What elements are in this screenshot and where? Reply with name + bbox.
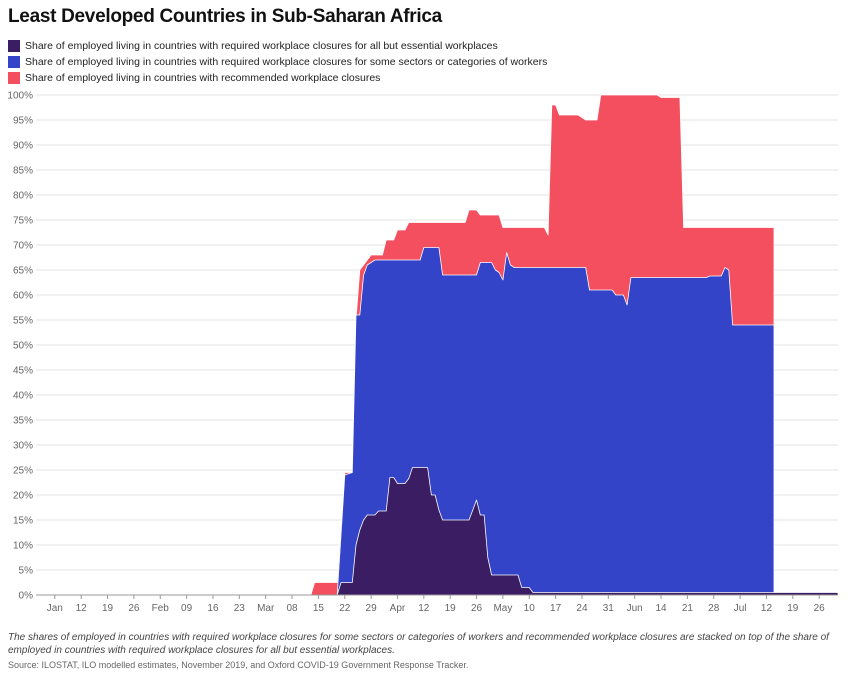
y-tick-label: 40% bbox=[13, 391, 33, 402]
x-tick-label: 09 bbox=[181, 603, 193, 614]
y-tick-label: 50% bbox=[13, 341, 33, 352]
y-tick-label: 55% bbox=[13, 316, 33, 327]
legend-item-all-but-essential: Share of employed living in countries wi… bbox=[8, 38, 547, 54]
x-tick-label: Mar bbox=[257, 603, 275, 614]
y-tick-label: 25% bbox=[13, 466, 33, 477]
y-tick-label: 35% bbox=[13, 416, 33, 427]
x-tick-label: 31 bbox=[603, 603, 615, 614]
y-tick-label: 90% bbox=[13, 141, 33, 152]
y-tick-label: 45% bbox=[13, 366, 33, 377]
x-tick-label: 29 bbox=[366, 603, 378, 614]
x-tick-label: 19 bbox=[445, 603, 457, 614]
x-tick-label: 26 bbox=[471, 603, 483, 614]
x-tick-label: Feb bbox=[152, 603, 170, 614]
x-tick-label: 14 bbox=[655, 603, 667, 614]
x-tick-label: May bbox=[493, 603, 512, 614]
y-tick-label: 5% bbox=[19, 566, 34, 577]
x-tick-label: Apr bbox=[390, 603, 406, 614]
y-tick-label: 15% bbox=[13, 516, 33, 527]
legend-swatch-recommended bbox=[8, 72, 20, 84]
y-tick-label: 65% bbox=[13, 266, 33, 277]
y-tick-label: 20% bbox=[13, 491, 33, 502]
y-tick-label: 80% bbox=[13, 191, 33, 202]
x-tick-label: 23 bbox=[234, 603, 246, 614]
y-tick-label: 95% bbox=[13, 116, 33, 127]
legend-swatch-some-sectors bbox=[8, 56, 20, 68]
chart-legend: Share of employed living in countries wi… bbox=[8, 38, 547, 86]
x-tick-label: 12 bbox=[76, 603, 88, 614]
y-tick-label: 0% bbox=[19, 591, 34, 602]
legend-label-all-but-essential: Share of employed living in countries wi… bbox=[25, 40, 498, 52]
x-tick-label: Jul bbox=[734, 603, 747, 614]
x-tick-label: 19 bbox=[102, 603, 114, 614]
x-tick-label: 08 bbox=[286, 603, 298, 614]
legend-item-some-sectors: Share of employed living in countries wi… bbox=[8, 54, 547, 70]
chart-source: Source: ILOSTAT, ILO modelled estimates,… bbox=[8, 660, 469, 670]
x-tick-label: 17 bbox=[550, 603, 562, 614]
x-tick-label: 22 bbox=[339, 603, 351, 614]
x-tick-label: 12 bbox=[418, 603, 430, 614]
x-tick-label: Jan bbox=[47, 603, 63, 614]
y-tick-label: 60% bbox=[13, 291, 33, 302]
legend-label-some-sectors: Share of employed living in countries wi… bbox=[25, 56, 548, 68]
legend-label-recommended: Share of employed living in countries wi… bbox=[25, 72, 381, 84]
area-series-some-sectors bbox=[35, 247, 775, 596]
x-tick-label: 24 bbox=[576, 603, 588, 614]
chart-note: The shares of employed in countries with… bbox=[8, 632, 829, 656]
y-tick-label: 10% bbox=[13, 541, 33, 552]
x-tick-label: 10 bbox=[524, 603, 536, 614]
y-tick-label: 30% bbox=[13, 441, 33, 452]
x-tick-label: 16 bbox=[207, 603, 219, 614]
y-tick-label: 75% bbox=[13, 216, 33, 227]
legend-item-recommended: Share of employed living in countries wi… bbox=[8, 70, 547, 86]
y-tick-label: 100% bbox=[7, 91, 33, 102]
y-tick-label: 70% bbox=[13, 241, 33, 252]
x-tick-label: 26 bbox=[814, 603, 826, 614]
x-tick-label: 19 bbox=[787, 603, 799, 614]
chart-title: Least Developed Countries in Sub-Saharan… bbox=[8, 6, 442, 27]
x-tick-label: 15 bbox=[313, 603, 325, 614]
x-tick-label: 26 bbox=[128, 603, 140, 614]
x-tick-label: Jun bbox=[627, 603, 643, 614]
x-tick-label: 21 bbox=[682, 603, 694, 614]
y-tick-label: 85% bbox=[13, 166, 33, 177]
x-tick-label: 28 bbox=[708, 603, 720, 614]
legend-swatch-all-but-essential bbox=[8, 40, 20, 52]
x-tick-label: 12 bbox=[761, 603, 773, 614]
area-series-all-but-essential bbox=[35, 467, 839, 596]
